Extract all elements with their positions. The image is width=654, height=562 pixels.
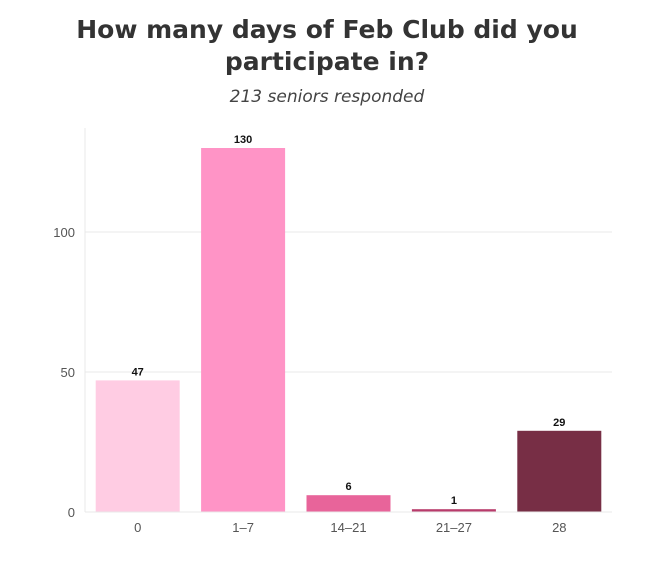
x-tick-label: 28 bbox=[552, 520, 566, 535]
data-label: 6 bbox=[345, 481, 351, 493]
bar bbox=[411, 509, 496, 512]
x-tick-label: 21–27 bbox=[436, 520, 472, 535]
y-tick-label: 0 bbox=[68, 505, 75, 520]
gridlines bbox=[85, 231, 612, 373]
x-tick-label: 14–21 bbox=[330, 520, 366, 535]
y-tick-label: 50 bbox=[61, 365, 75, 380]
x-tick-label: 1–7 bbox=[232, 520, 254, 535]
data-label: 29 bbox=[553, 417, 565, 429]
data-labels: 47 130 6 1 29 bbox=[132, 134, 566, 507]
bars bbox=[95, 148, 602, 512]
data-label: 130 bbox=[234, 134, 252, 146]
x-tick-label: 0 bbox=[134, 520, 141, 535]
data-label: 1 bbox=[451, 495, 457, 507]
x-axis-ticks: 0 1–7 14–21 21–27 28 bbox=[134, 520, 566, 535]
y-axis-ticks: 0 50 100 bbox=[53, 225, 75, 520]
bar bbox=[201, 148, 286, 512]
bar bbox=[95, 380, 180, 512]
bar bbox=[306, 495, 391, 512]
chart-title: How many days of Feb Club did you partici… bbox=[76, 15, 578, 76]
chart-subtitle: 213 seniors responded bbox=[229, 87, 425, 107]
bar bbox=[517, 430, 602, 512]
data-label: 47 bbox=[132, 366, 144, 378]
y-tick-label: 100 bbox=[53, 225, 75, 240]
